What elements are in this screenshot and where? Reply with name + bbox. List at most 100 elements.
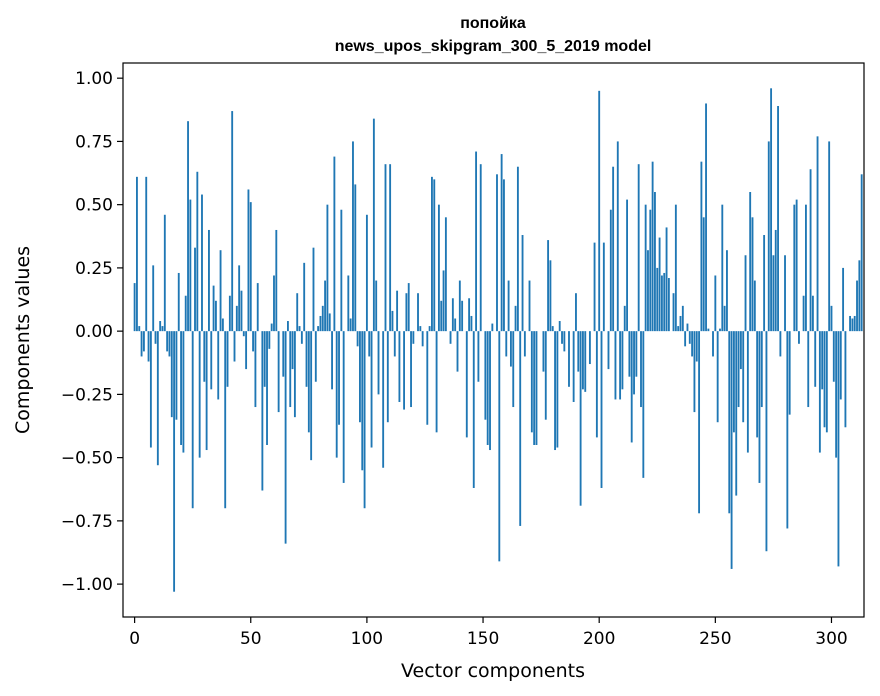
bar: [577, 331, 580, 372]
bar: [256, 283, 259, 332]
bar: [556, 331, 559, 448]
bar: [647, 250, 649, 332]
bar: [756, 331, 759, 438]
bar: [635, 331, 638, 377]
x-tick-label: 100: [351, 629, 383, 649]
bar: [674, 204, 677, 332]
bar: [303, 262, 306, 332]
bar: [730, 331, 733, 569]
bar: [702, 217, 705, 332]
bar: [512, 331, 515, 408]
chart-subtitle: news_upos_skipgram_300_5_2019 model: [335, 38, 652, 55]
y-tick-label: 0.00: [75, 322, 113, 342]
bar: [595, 331, 598, 438]
bar: [516, 166, 519, 332]
bar: [410, 331, 412, 408]
y-tick-label: 0.75: [75, 132, 113, 152]
bar: [356, 331, 359, 347]
bar: [654, 192, 656, 332]
bar: [505, 331, 508, 357]
bar: [858, 260, 861, 332]
bar: [744, 255, 747, 332]
bar: [739, 331, 742, 370]
bar: [191, 331, 194, 509]
bar: [607, 331, 610, 370]
bar: [705, 103, 707, 332]
bar: [142, 331, 145, 352]
bar: [382, 331, 385, 468]
bar: [828, 141, 831, 332]
bar: [287, 321, 289, 332]
bar: [479, 164, 482, 332]
bar: [751, 217, 754, 332]
bar: [651, 161, 654, 332]
bar: [719, 328, 721, 332]
bar: [609, 209, 612, 332]
bar: [242, 331, 245, 337]
bar: [784, 255, 786, 332]
bar: [767, 141, 770, 332]
bar: [249, 202, 252, 332]
bar: [391, 310, 394, 332]
bar: [133, 283, 136, 332]
bar: [614, 331, 617, 400]
bar: [619, 331, 622, 400]
bar: [860, 174, 863, 332]
bar: [451, 298, 454, 332]
bar: [533, 331, 536, 445]
x-tick-label: 300: [815, 629, 847, 649]
bar: [851, 318, 854, 332]
bar: [777, 106, 779, 332]
bar: [691, 331, 694, 357]
bar: [407, 283, 410, 332]
bar: [354, 184, 357, 332]
bar: [679, 315, 682, 332]
bar: [809, 169, 812, 332]
bar: [305, 331, 308, 387]
bar: [844, 331, 847, 428]
bar: [245, 331, 248, 370]
bar: [254, 331, 257, 408]
bar: [352, 141, 354, 332]
bar: [626, 199, 628, 332]
bar: [770, 88, 773, 332]
bar: [816, 136, 819, 332]
bar: [152, 265, 155, 332]
bar: [519, 331, 522, 526]
bar: [521, 235, 524, 332]
x-tick-label: 200: [583, 629, 615, 649]
bar: [681, 305, 684, 332]
bar: [161, 326, 164, 332]
x-tick-label: 0: [129, 629, 140, 649]
bar: [698, 331, 701, 514]
bar: [465, 331, 468, 438]
y-tick-label: 0.50: [75, 196, 113, 216]
bar: [712, 331, 714, 357]
bar: [786, 331, 789, 529]
bar: [695, 331, 698, 362]
bar: [663, 272, 666, 332]
bar: [612, 166, 615, 332]
bar: [368, 331, 371, 357]
y-tick-label: 1.00: [75, 69, 113, 89]
bar: [136, 176, 138, 332]
bar: [561, 331, 563, 344]
bar: [166, 331, 169, 352]
bar: [774, 229, 777, 332]
bar: [386, 331, 389, 423]
bar: [749, 192, 752, 332]
bar: [361, 331, 364, 471]
bar: [419, 326, 422, 332]
bar: [312, 247, 315, 332]
bar: [672, 293, 675, 332]
bar: [403, 331, 405, 410]
bar: [835, 331, 838, 458]
bar: [347, 275, 350, 332]
bar: [588, 331, 591, 365]
bar: [530, 331, 533, 433]
bar: [688, 331, 691, 344]
bar: [326, 204, 329, 332]
bar: [772, 255, 775, 332]
bar: [623, 305, 626, 332]
bar: [231, 111, 234, 332]
